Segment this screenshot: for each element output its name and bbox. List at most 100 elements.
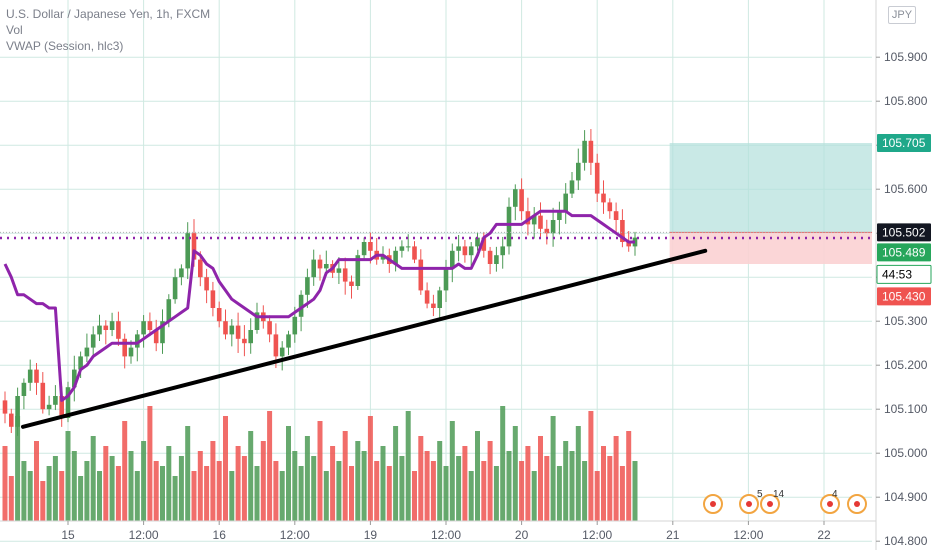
economic-events[interactable]: 5 14 4 — [703, 489, 867, 514]
event-count: 14 — [773, 489, 785, 500]
currency-button[interactable]: JPY — [888, 6, 916, 24]
volume-bar — [550, 416, 556, 521]
volume-bar — [279, 471, 285, 521]
candle — [153, 330, 159, 344]
candle — [576, 162, 581, 181]
volume-bar — [443, 466, 449, 521]
volume-bar — [153, 461, 159, 521]
volume-bar — [90, 436, 96, 521]
volume-bar — [254, 466, 260, 521]
volume-bar — [59, 471, 65, 521]
volume-bar — [349, 466, 354, 521]
time-tick-label: 12:00 — [280, 528, 310, 542]
time-axis[interactable]: 15 12:00 16 12:00 19 12:00 20 12:00 21 12:00 22 — [0, 520, 876, 542]
trendline — [21, 248, 708, 429]
candle — [185, 233, 190, 269]
volume-bar — [267, 411, 273, 521]
volume-bar — [506, 451, 512, 521]
volume-bar — [115, 466, 121, 521]
volume-bar — [374, 461, 380, 521]
candle — [506, 206, 512, 247]
volume-bar — [273, 461, 279, 521]
candle — [27, 369, 33, 383]
candle — [15, 396, 20, 427]
volume-bar — [538, 436, 543, 521]
candle — [500, 246, 505, 256]
candle — [620, 220, 625, 242]
volume-bar — [15, 416, 21, 521]
event-dot — [746, 501, 752, 507]
candle — [109, 321, 115, 330]
candle — [582, 140, 587, 163]
volume-bar — [613, 436, 619, 521]
event-dot — [854, 501, 860, 507]
price-badge-label: 105.489 — [882, 245, 926, 259]
candle — [437, 290, 442, 308]
time-tick-label: 19 — [364, 528, 378, 542]
volume-bar — [399, 456, 405, 521]
volume-bar — [2, 446, 8, 521]
volume-bar — [393, 426, 399, 521]
time-tick-label: 15 — [61, 528, 75, 542]
volume-bar — [475, 431, 480, 521]
price-badge — [876, 264, 932, 284]
candle — [418, 259, 424, 291]
candle — [191, 233, 197, 260]
candle — [46, 404, 52, 410]
candle — [59, 396, 64, 418]
volume-bar — [468, 471, 474, 521]
volume-bar — [531, 471, 537, 521]
candle — [424, 290, 430, 304]
volume-bar — [405, 411, 411, 521]
volume-bar — [34, 441, 39, 521]
candle — [128, 347, 134, 357]
candle — [456, 246, 461, 251]
candle — [380, 255, 386, 260]
candle — [135, 334, 140, 348]
volume-bar — [544, 456, 550, 521]
candle — [90, 334, 96, 348]
event-dot — [710, 501, 716, 507]
time-tick-label: 12:00 — [431, 528, 461, 542]
candle — [513, 189, 518, 207]
volume-bar — [601, 446, 606, 521]
symbol-title[interactable]: U.S. Dollar / Japanese Yen, 1h, FXCM — [6, 7, 211, 21]
price-badge-label: 105.502 — [882, 225, 926, 239]
volume-bar — [449, 421, 455, 521]
candle — [361, 242, 367, 256]
candle — [443, 268, 449, 291]
volume-bar — [298, 466, 304, 521]
volume-bar — [619, 466, 625, 521]
price-tick-label: 105.200 — [884, 358, 928, 372]
volume-bar — [493, 466, 499, 521]
candle — [116, 321, 121, 339]
volume-bar — [519, 461, 525, 521]
candle — [72, 369, 77, 388]
candle — [468, 246, 474, 256]
volume-bar — [437, 441, 443, 521]
candle — [317, 259, 323, 269]
candle — [166, 299, 172, 322]
candle — [519, 189, 524, 212]
indicator-vol[interactable]: Vol — [6, 23, 23, 37]
candle — [172, 277, 178, 300]
volume-bar — [27, 471, 33, 521]
volume-bar — [424, 451, 430, 521]
candle — [368, 242, 373, 251]
candle — [594, 162, 600, 194]
volume-bar — [430, 461, 436, 521]
candle — [179, 268, 184, 278]
candle — [336, 268, 342, 273]
candle — [235, 325, 241, 339]
volume-bar — [317, 421, 323, 521]
volume-bar — [323, 471, 329, 521]
candle — [481, 237, 487, 251]
candle — [393, 250, 398, 264]
candle — [65, 387, 71, 418]
candle — [34, 369, 39, 383]
candle — [2, 400, 8, 414]
price-badge — [877, 223, 931, 242]
indicator-vwap[interactable]: VWAP (Session, hlc3) — [6, 39, 124, 53]
volume-bar — [330, 446, 336, 521]
